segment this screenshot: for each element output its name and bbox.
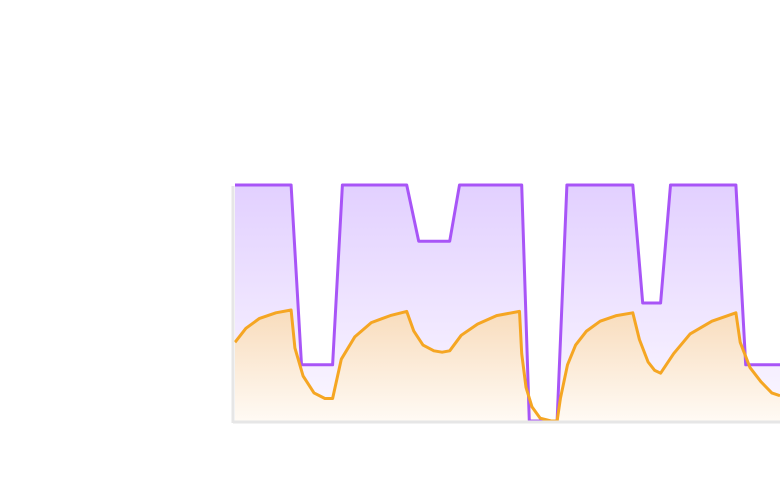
series-1-line bbox=[235, 183, 780, 423]
series-2-line bbox=[233, 308, 780, 423]
series-layer bbox=[233, 183, 780, 423]
series-2-area bbox=[235, 310, 780, 421]
